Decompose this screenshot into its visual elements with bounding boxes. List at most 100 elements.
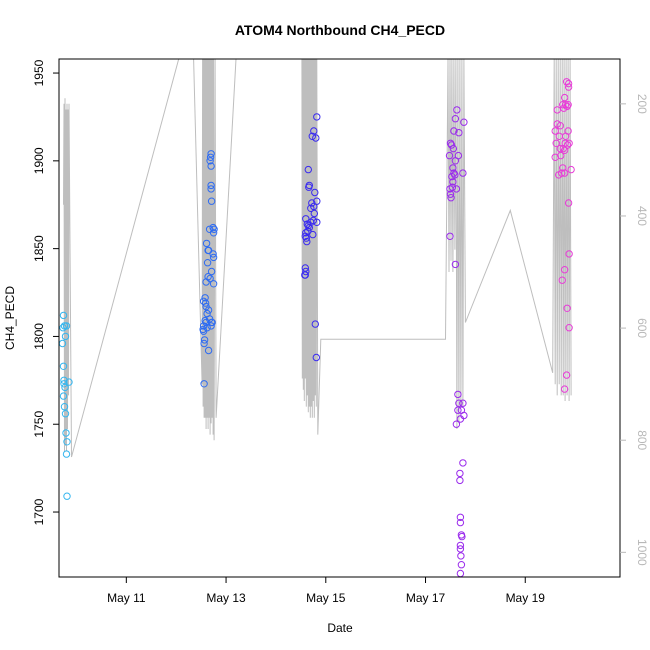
y-tick-label: 1950 <box>32 59 46 86</box>
data-point-series-2 <box>201 294 209 302</box>
data-point-series-4 <box>459 169 467 177</box>
y-axis: 1700 1750 1800 1850 1900 1950 <box>32 59 59 525</box>
data-point-series-4 <box>457 561 466 569</box>
data-point-series-5 <box>552 139 560 148</box>
x-tick-label: May 11 <box>107 591 146 605</box>
data-point-series-1 <box>62 450 71 458</box>
data-point-series-2 <box>201 316 209 325</box>
data-point-series-4 <box>451 260 460 269</box>
data-point-series-1 <box>61 332 70 341</box>
data-point-series-3 <box>310 127 318 135</box>
y2-tick-label: 800 <box>635 430 649 450</box>
data-point-series-4 <box>449 164 457 172</box>
y-tick-label: 1800 <box>32 323 46 350</box>
data-point-series-3 <box>304 227 312 235</box>
data-point-series-3 <box>312 353 320 362</box>
data-point-series-5 <box>559 144 567 153</box>
data-point-series-5 <box>560 385 569 393</box>
data-point-series-1 <box>61 410 70 418</box>
data-point-series-1 <box>61 383 69 392</box>
data-point-series-5 <box>558 276 566 284</box>
data-point-series-4 <box>455 399 463 407</box>
data-point-series-2 <box>204 246 213 255</box>
data-point-series-2 <box>206 153 215 162</box>
y2-tick-label: 1000 <box>635 539 649 566</box>
data-point-series-4 <box>455 129 463 137</box>
data-point-series-1 <box>59 311 68 320</box>
points-layer <box>58 78 575 578</box>
data-point-series-2 <box>207 162 215 170</box>
data-point-series-4 <box>458 532 466 541</box>
data-point-series-2 <box>207 267 216 276</box>
data-point-series-1 <box>62 322 71 330</box>
data-point-series-2 <box>207 185 215 193</box>
data-point-series-3 <box>310 202 318 211</box>
data-point-series-1 <box>63 438 71 446</box>
data-point-series-4 <box>452 185 461 193</box>
data-point-series-3 <box>309 230 317 239</box>
data-point-series-2 <box>207 150 215 158</box>
data-point-series-4 <box>454 406 462 414</box>
data-point-series-3 <box>301 271 309 279</box>
data-point-series-4 <box>449 144 458 153</box>
y2-tick-label: 600 <box>635 318 649 338</box>
data-point-series-2 <box>200 380 208 388</box>
data-point-series-5 <box>551 127 559 135</box>
x-tick-label: May 19 <box>506 591 546 605</box>
data-point-series-5 <box>564 79 573 88</box>
data-point-series-3 <box>305 183 313 191</box>
data-point-series-5 <box>564 199 573 207</box>
data-point-series-5 <box>559 101 567 109</box>
data-point-series-1 <box>60 403 69 411</box>
data-point-series-4 <box>453 106 461 114</box>
data-point-series-2 <box>201 299 210 307</box>
data-point-series-4 <box>456 513 465 521</box>
data-point-series-4 <box>445 151 454 160</box>
data-point-series-2 <box>202 318 210 327</box>
data-point-series-1 <box>65 378 73 386</box>
data-point-series-3 <box>301 264 309 272</box>
data-point-series-2 <box>209 229 218 237</box>
data-point-series-5 <box>551 153 559 162</box>
data-point-series-4 <box>460 411 468 420</box>
y-tick-label: 1750 <box>32 411 46 438</box>
data-point-series-5 <box>567 165 575 174</box>
data-point-series-2 <box>209 280 218 288</box>
data-point-series-5 <box>560 93 569 102</box>
data-point-series-1 <box>59 362 68 370</box>
data-point-series-2 <box>209 250 217 258</box>
data-point-series-5 <box>555 132 563 141</box>
data-point-series-5 <box>559 164 567 172</box>
data-point-series-1 <box>60 380 68 388</box>
data-point-series-2 <box>202 278 210 286</box>
data-point-series-3 <box>303 237 311 246</box>
data-point-series-2 <box>207 318 216 327</box>
data-point-series-3 <box>302 234 310 242</box>
data-point-series-3 <box>313 218 321 227</box>
y-tick-label: 1900 <box>32 147 46 174</box>
data-point-series-5 <box>556 144 564 153</box>
data-point-series-4 <box>450 127 458 135</box>
data-point-series-5 <box>562 371 571 379</box>
data-point-series-5 <box>564 83 573 91</box>
data-point-series-2 <box>207 197 216 205</box>
data-point-series-2 <box>204 306 213 314</box>
data-point-series-4 <box>450 169 458 177</box>
data-point-series-4 <box>451 157 460 165</box>
data-point-series-4 <box>456 541 465 550</box>
data-point-series-1 <box>59 392 68 400</box>
data-point-series-3 <box>310 209 318 218</box>
data-point-series-5 <box>560 266 569 274</box>
data-point-series-2 <box>203 324 211 332</box>
data-point-series-2 <box>203 259 212 267</box>
data-point-series-3 <box>309 216 317 225</box>
data-point-series-5 <box>565 139 573 148</box>
data-point-series-4 <box>459 459 467 467</box>
data-point-series-4 <box>456 518 465 527</box>
data-point-series-4 <box>456 569 465 578</box>
data-point-series-4 <box>446 190 455 198</box>
data-point-series-4 <box>454 390 462 399</box>
data-point-series-3 <box>312 134 320 142</box>
data-point-series-4 <box>456 415 465 423</box>
data-point-series-3 <box>311 188 319 197</box>
